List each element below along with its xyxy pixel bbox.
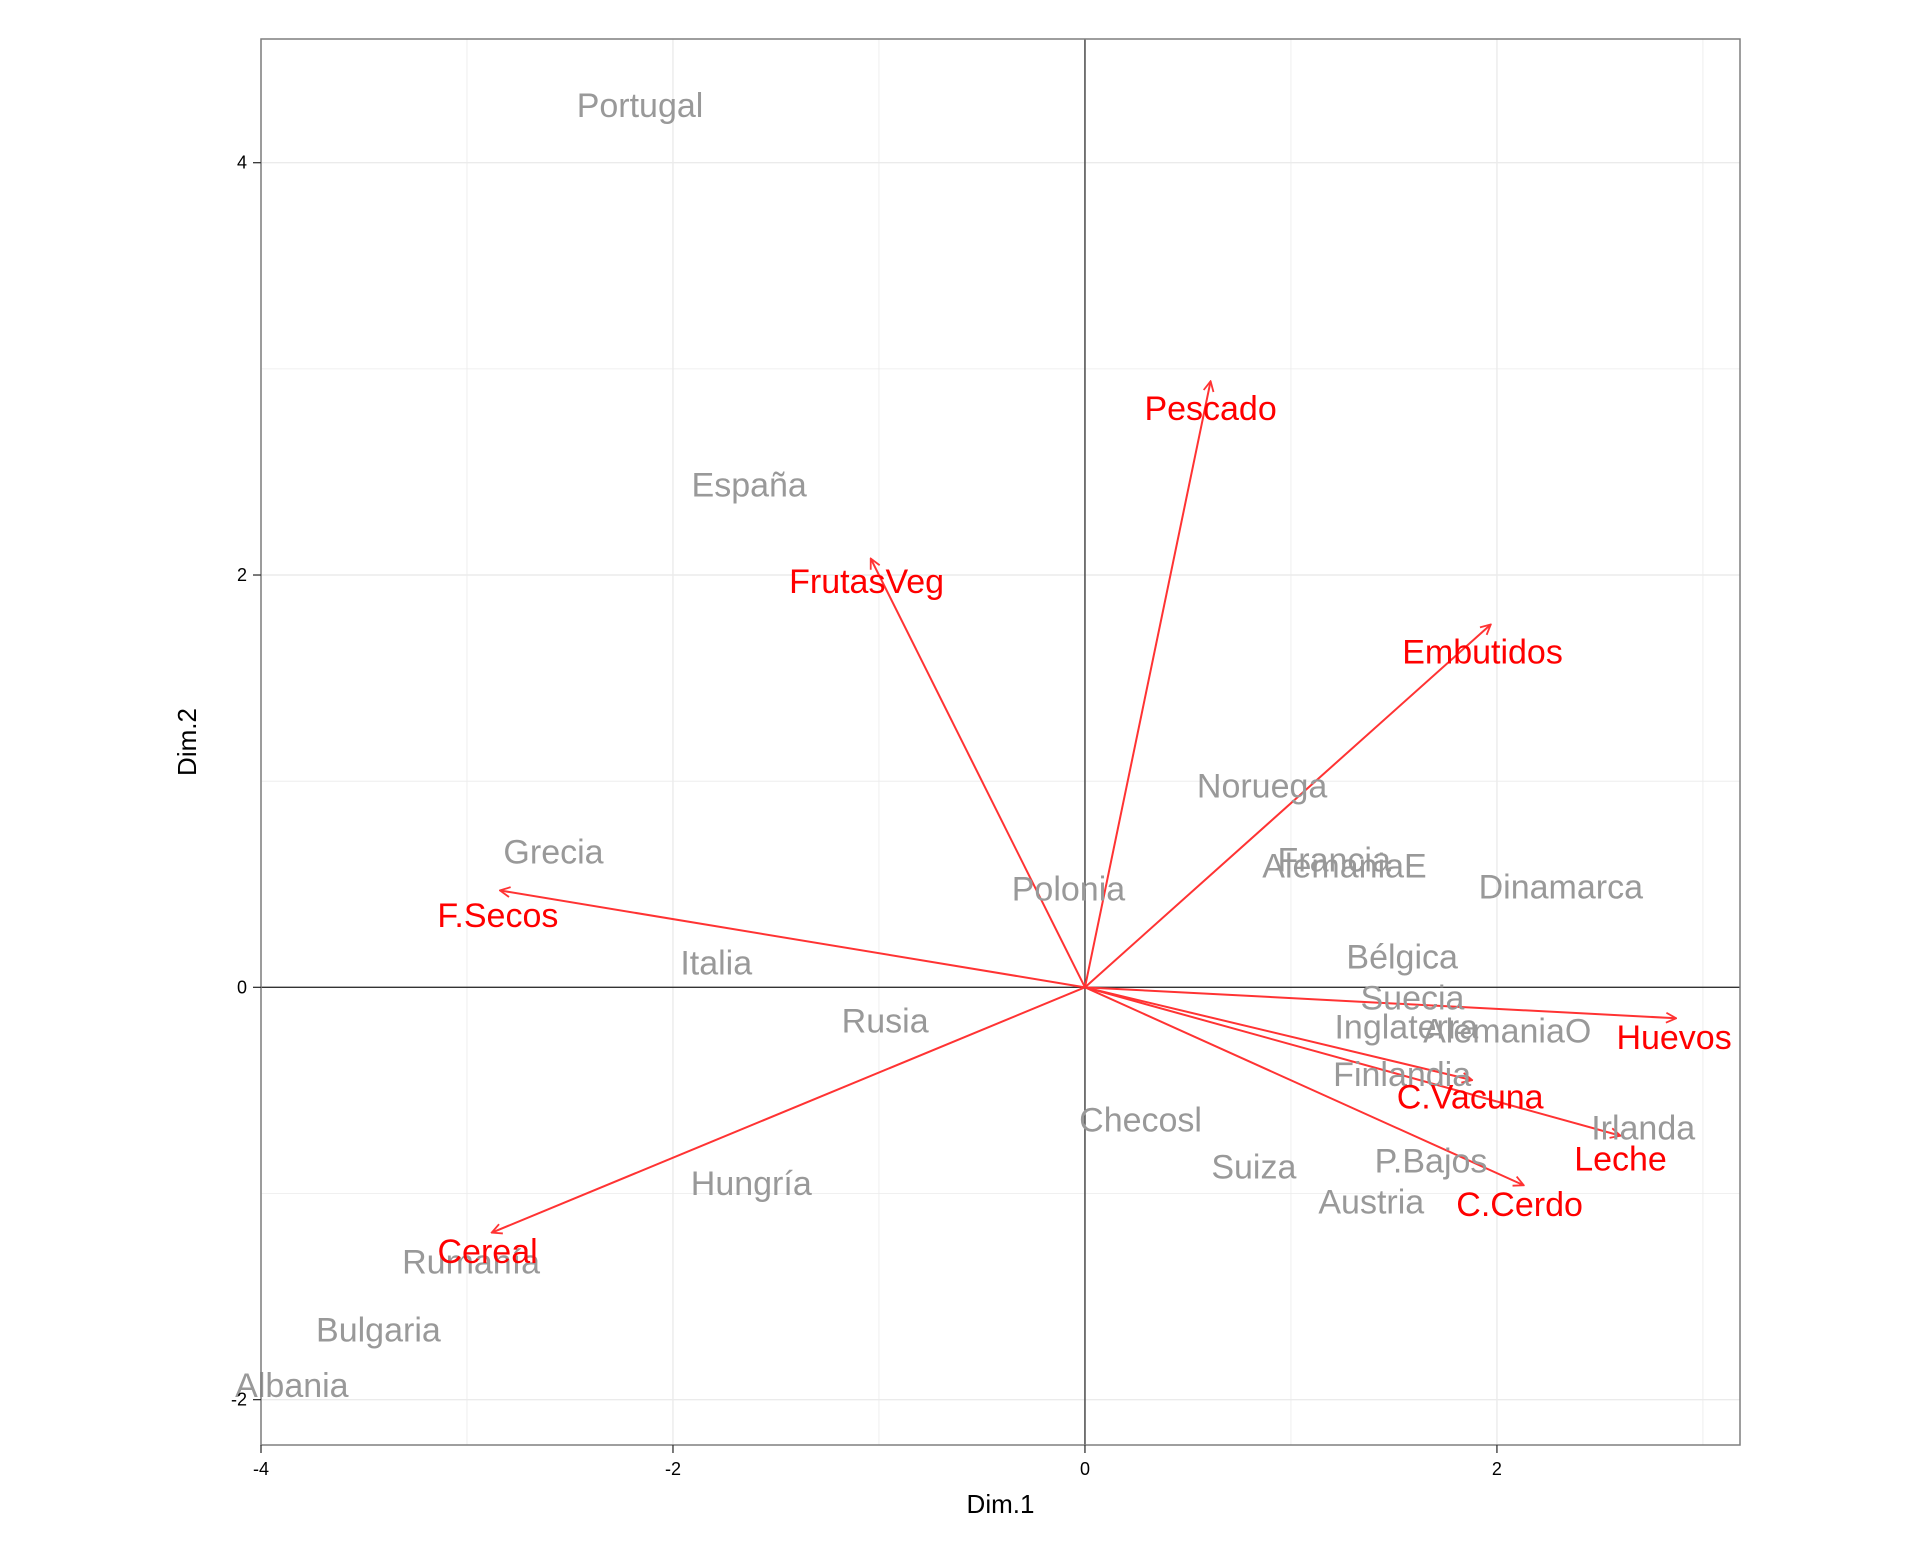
variable-label: C.Cerdo xyxy=(1456,1186,1583,1224)
variable-label: F.Secos xyxy=(437,897,558,935)
country-label: Hungría xyxy=(691,1165,812,1203)
country-label: Polonia xyxy=(1012,870,1126,908)
country-label: Francia xyxy=(1278,842,1391,880)
country-label: AlemaniaE xyxy=(1262,848,1426,886)
variable-label: C.Vacuna xyxy=(1397,1079,1544,1117)
country-label: Austria xyxy=(1318,1184,1424,1222)
country-label: P.Bajos xyxy=(1375,1143,1488,1181)
country-label: Albania xyxy=(235,1367,349,1405)
country-label: AlemaniaO xyxy=(1423,1013,1591,1051)
variable-arrows xyxy=(492,381,1676,1232)
variable-arrow xyxy=(871,559,1086,988)
country-label: Suiza xyxy=(1211,1149,1296,1187)
variable-arrow xyxy=(1084,986,1676,1018)
country-label: Rumanía xyxy=(402,1244,540,1282)
country-label: Portugal xyxy=(577,87,704,125)
y-tick-label: 0 xyxy=(237,977,247,997)
country-label: Bulgaria xyxy=(316,1312,441,1350)
variable-arrow xyxy=(1084,986,1472,1080)
country-label: Bélgica xyxy=(1346,938,1458,976)
variable-label: Huevos xyxy=(1616,1019,1731,1057)
country-label: Italia xyxy=(680,945,752,983)
country-label: Dinamarca xyxy=(1479,868,1643,906)
x-tick-label: 0 xyxy=(1080,1459,1090,1479)
x-tick-label: -4 xyxy=(253,1459,269,1479)
country-label: Checosl xyxy=(1079,1101,1202,1139)
x-axis-title: Dim.1 xyxy=(967,1489,1035,1519)
country-label: Noruega xyxy=(1197,767,1328,805)
country-label: Finlandia xyxy=(1333,1056,1471,1094)
variable-arrow xyxy=(500,890,1086,989)
country-label: Rusia xyxy=(842,1002,929,1040)
variable-label: Pescado xyxy=(1144,390,1276,428)
variable-arrow xyxy=(1084,624,1491,989)
country-label: Grecia xyxy=(503,833,603,871)
x-tick-label: -2 xyxy=(665,1459,681,1479)
variable-arrow xyxy=(1084,986,1524,1185)
variable-label: FrutasVeg xyxy=(789,563,944,601)
variable-label: Embutidos xyxy=(1402,633,1563,671)
country-label: España xyxy=(692,466,807,504)
country-label: Suecia xyxy=(1360,980,1464,1018)
y-tick-label: 4 xyxy=(237,153,247,173)
variable-labels: Pescado FrutasVeg Embutidos F.Secos Huevos C.… xyxy=(437,390,1731,1271)
variable-arrow xyxy=(1084,986,1621,1135)
variable-label: Cereal xyxy=(438,1233,538,1271)
y-tick-label: -2 xyxy=(231,1390,247,1410)
country-labels: Portugal España Grecia Italia Polonia Rusia Hu… xyxy=(235,87,1695,1405)
y-axis-title: Dim.2 xyxy=(172,708,202,776)
country-label: Inglaterra xyxy=(1334,1008,1478,1046)
reference-lines xyxy=(261,39,1740,1445)
plot-frame xyxy=(260,38,1741,1446)
y-tick-label: 2 xyxy=(237,565,247,585)
axes: -4 -2 0 2 -2 0 2 4 xyxy=(231,153,1502,1479)
x-tick-label: 2 xyxy=(1492,1459,1502,1479)
country-label: Irlanda xyxy=(1591,1110,1695,1148)
variable-label: Leche xyxy=(1574,1140,1667,1178)
variable-arrow xyxy=(492,986,1086,1232)
variable-arrow xyxy=(1083,381,1211,988)
